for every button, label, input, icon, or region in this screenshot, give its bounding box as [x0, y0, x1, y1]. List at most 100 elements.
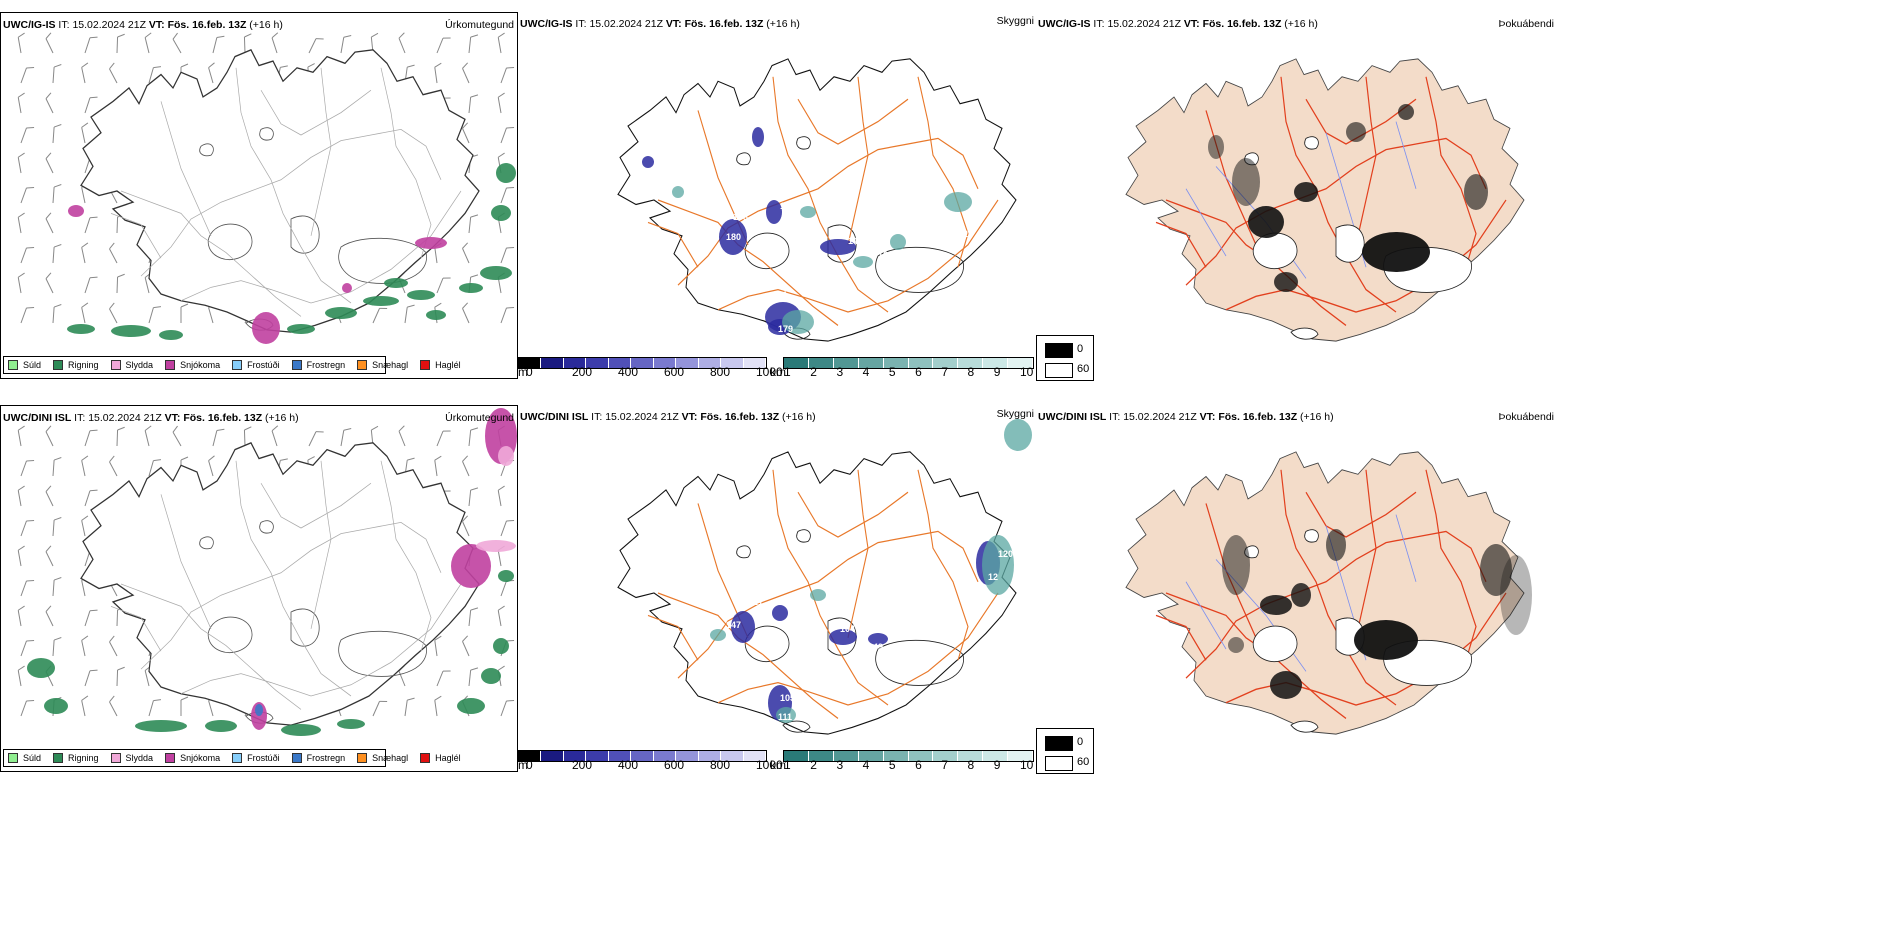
wind-barb-staff: [81, 460, 86, 477]
wind-barb-staff: [398, 430, 406, 447]
wind-barb-flag: [81, 302, 89, 308]
legend-label: Slydda: [125, 753, 154, 763]
model-name: UWC/DINI ISL: [520, 411, 589, 423]
wind-barb-staff: [52, 67, 55, 84]
wind-barb-staff: [17, 430, 22, 447]
glacier-outline: [736, 545, 751, 559]
wind-barb-flag: [17, 425, 25, 431]
wind-barb-staff: [148, 307, 154, 324]
precip-map-row2: [17, 408, 517, 736]
wind-barb-staff: [109, 248, 118, 264]
wind-barb-staff: [434, 67, 438, 84]
wind-barb-flag: [144, 32, 152, 38]
wind-barb-staff: [212, 430, 218, 447]
wind-barb-staff: [17, 550, 22, 567]
wind-barb-flag: [17, 605, 25, 611]
wind-barb-staff: [398, 37, 406, 54]
colorbar-step: [808, 358, 834, 368]
wind-barb: [20, 187, 35, 204]
reduced-visibility-area: [890, 234, 906, 250]
colorbar-tick-label: 400: [618, 365, 639, 379]
lead-time: (+16 h): [249, 19, 283, 31]
wind-barb: [52, 457, 62, 477]
wind-barb-flag: [398, 425, 405, 432]
wind-barb: [20, 127, 35, 144]
wind-barb: [52, 244, 62, 264]
colorbar-tick-label: 2: [810, 758, 817, 772]
colorbar-tick-label: 200: [572, 758, 593, 772]
wind-barb: [180, 696, 189, 716]
wind-barb: [109, 242, 118, 264]
vt-value: Fös. 16.feb. 13Z: [167, 19, 247, 31]
wind-barb-flag: [26, 187, 35, 189]
wind-barb-staff: [52, 247, 55, 264]
wind-barb: [462, 122, 470, 144]
wind-barb: [116, 666, 125, 687]
rain-area: [27, 658, 55, 678]
colorbar-step: [958, 751, 984, 761]
wind-barb-staff: [109, 461, 118, 477]
wind-barb-staff: [500, 700, 507, 717]
rain-area: [480, 266, 512, 280]
wind-barb: [172, 32, 182, 54]
ceiling-ticks-row1: 0 200 400 600 800 1000: [526, 365, 783, 379]
wind-barb: [468, 427, 479, 447]
wind-barb-staff: [372, 308, 380, 324]
wind-barb-staff: [144, 37, 150, 54]
legend-item: Rigning: [53, 753, 99, 763]
fog-indicator-area: [1500, 555, 1532, 635]
iceland-map: [80, 49, 480, 333]
wind-barb: [52, 517, 62, 537]
colorbar-tick-label: 1000: [756, 365, 783, 379]
colorbar-step: [698, 751, 722, 761]
legend-label: Frostúði: [247, 360, 280, 370]
wind-barb: [45, 152, 54, 174]
road-line: [1305, 491, 1417, 538]
wind-barb: [20, 460, 35, 477]
colorbar-step: [519, 751, 542, 761]
wind-barb-flag: [470, 607, 479, 611]
wind-barb-flag: [26, 127, 35, 129]
colorbar-step: [631, 751, 654, 761]
wind-barb: [434, 62, 442, 84]
precip-panel-row1: UWC/IG-IS IT: 15.02.2024 21Z VT: Fös. 16…: [0, 12, 518, 379]
wind-barb: [45, 32, 54, 54]
colorbar-step: [784, 358, 809, 368]
wind-barb-staff: [81, 700, 86, 717]
wind-barb: [17, 425, 25, 447]
wind-barb-staff: [243, 36, 246, 54]
model-name: UWC/DINI ISL: [1038, 411, 1107, 423]
colorbar-tick-label: 10: [1020, 758, 1034, 772]
reduced-visibility-area: [710, 629, 726, 641]
wind-barb-flag: [434, 302, 442, 308]
wind-barb: [462, 515, 470, 537]
rain-area: [481, 668, 501, 684]
road-line: [310, 460, 332, 629]
wind-barb-staff: [468, 670, 472, 687]
road-line: [260, 89, 372, 136]
wind-barb-flag: [45, 152, 52, 159]
road-line: [140, 521, 442, 670]
wind-barb-flag: [379, 700, 388, 702]
wind-barb: [81, 122, 89, 144]
wind-barb: [81, 62, 89, 84]
wind-barb-staff: [172, 38, 182, 54]
colorbar-step: [541, 751, 564, 761]
colorbar-step: [933, 751, 959, 761]
wind-barb: [308, 38, 324, 54]
visibility-map-row1: 144 108 180 111 179 16 12 11: [617, 58, 1017, 342]
wind-barb: [20, 67, 35, 84]
it-label: IT:: [591, 411, 603, 423]
rain-area: [498, 570, 514, 582]
wind-barb-staff: [468, 97, 472, 114]
wind-barb-flag: [506, 67, 515, 69]
legend-item: Snæhagl: [357, 360, 408, 370]
legend-label: Slydda: [125, 360, 154, 370]
legend-item: Haglél: [420, 753, 461, 763]
wind-barb: [500, 127, 515, 144]
legend-item: Frostregn: [291, 753, 345, 763]
wind-barb-staff: [17, 610, 22, 627]
rain-area: [281, 724, 321, 736]
wind-barb-flag: [442, 670, 451, 672]
colorbar-step: [908, 358, 934, 368]
